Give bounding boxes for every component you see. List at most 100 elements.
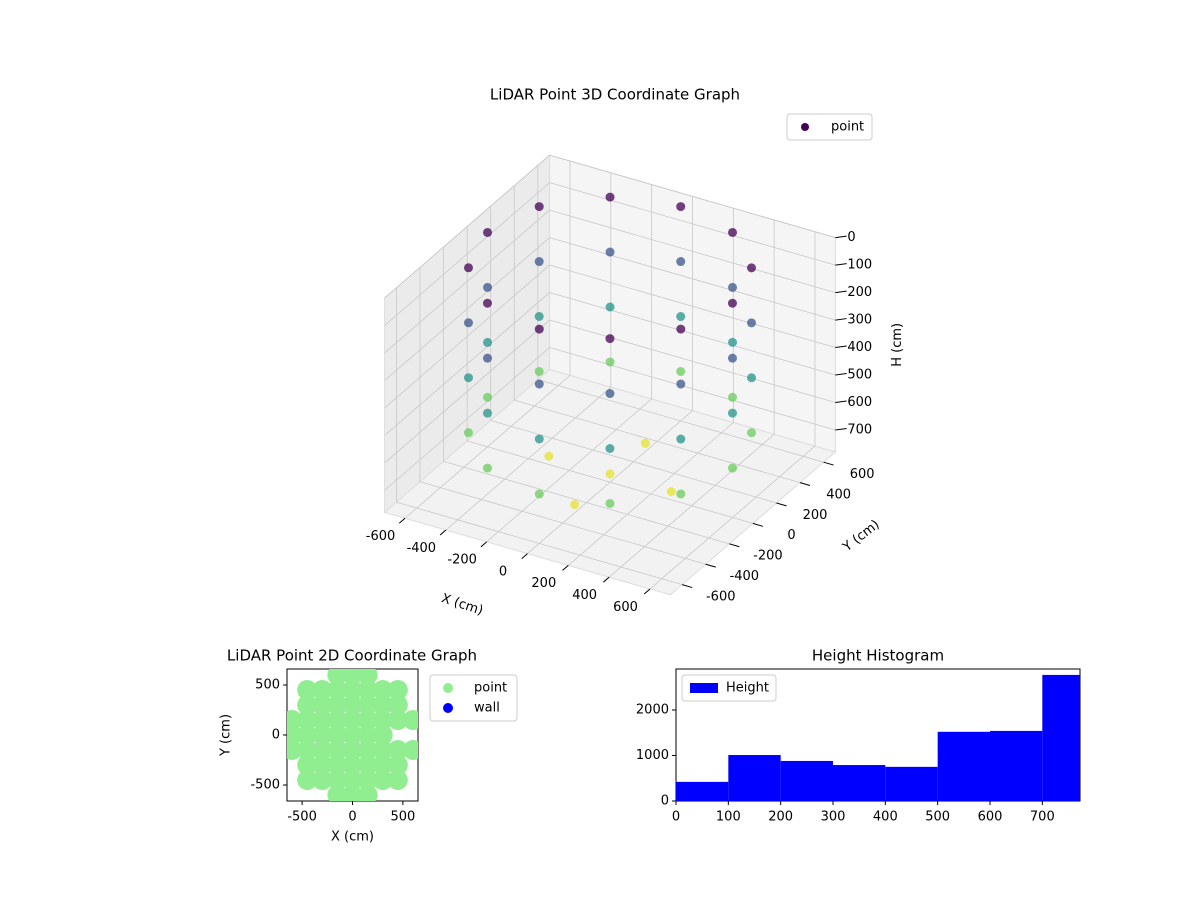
x-tick-label: 400 (873, 810, 898, 825)
point (605, 498, 615, 508)
y-tick (729, 543, 740, 548)
point (297, 725, 318, 745)
point (372, 695, 393, 715)
x-tick-label: 600 (978, 810, 1003, 825)
point (327, 755, 348, 775)
bar (780, 760, 833, 801)
grid-line (537, 379, 824, 463)
point (357, 725, 378, 745)
point (727, 298, 737, 308)
point (387, 770, 408, 790)
point (463, 428, 473, 438)
point (728, 282, 738, 292)
point (570, 500, 580, 510)
point (327, 680, 348, 700)
y-tick-label: 1000 (636, 748, 669, 763)
point (463, 318, 473, 328)
y-tick (799, 482, 811, 486)
point (327, 725, 348, 745)
bars (676, 674, 1080, 801)
point (387, 740, 408, 760)
grid-line (419, 481, 706, 565)
z-tick-label: 600 (847, 395, 872, 410)
grid-line (514, 399, 801, 483)
chart-title: LiDAR Point 3D Coordinate Graph (490, 86, 740, 104)
chart-3d: -600 -400 -200 0 200 400 600 -600 -400 -200 0 200 40… (366, 86, 905, 619)
z-tick (835, 263, 847, 266)
y-tick (682, 584, 693, 589)
bar (728, 755, 781, 801)
point (372, 710, 393, 730)
legend-frame (681, 674, 777, 702)
x-tick (439, 529, 447, 536)
y-tick (752, 522, 764, 527)
point (605, 302, 615, 312)
y-tick-label: 400 (826, 487, 851, 502)
point (387, 695, 408, 715)
x-tick-label: 600 (613, 600, 638, 615)
point (728, 392, 738, 402)
point (342, 785, 363, 801)
y-tick-label: 0 (272, 728, 280, 743)
point (483, 337, 493, 347)
z-tick (835, 427, 847, 431)
point (387, 755, 408, 775)
x-tick (521, 553, 528, 559)
z-tick (835, 290, 847, 294)
z-tick-label: 0 (847, 230, 855, 245)
legend-label: wall (474, 701, 500, 716)
point (357, 785, 378, 801)
legend-marker (443, 703, 453, 713)
point (312, 740, 333, 760)
grid-line (384, 319, 550, 464)
point (372, 680, 393, 700)
grid-line (384, 292, 550, 436)
x-tick-label: 0 (348, 810, 356, 825)
bar (676, 781, 729, 801)
z-tick-label: 700 (847, 422, 872, 437)
x-tick (603, 576, 610, 583)
y-tick-label: 600 (850, 467, 875, 482)
bar (937, 731, 990, 801)
point (727, 463, 737, 473)
z-tick (835, 318, 847, 321)
point (534, 311, 544, 321)
z-tick-label: 100 (847, 258, 872, 273)
z-tick (835, 400, 847, 404)
y-tick-label: 200 (803, 508, 828, 523)
point (342, 669, 363, 685)
grid-line (384, 209, 550, 354)
x-tick-label: -500 (287, 810, 317, 825)
grid-line (443, 460, 730, 545)
point (676, 324, 686, 334)
x-tick-label: -400 (407, 541, 437, 556)
point (483, 392, 493, 402)
point (605, 469, 615, 479)
point (605, 389, 615, 399)
x-tick-label: -200 (447, 553, 477, 568)
bar (1042, 674, 1080, 801)
y-tick-label: 0 (661, 794, 669, 809)
point (387, 710, 408, 730)
x-tick (398, 517, 406, 524)
point (605, 357, 615, 367)
point (676, 366, 686, 376)
point (297, 695, 318, 715)
point (357, 755, 378, 775)
point (605, 334, 615, 344)
y-tick-label: -500 (250, 778, 280, 793)
point (728, 227, 738, 237)
point (747, 373, 757, 383)
point (342, 710, 363, 730)
grid-line (490, 420, 777, 504)
y-tick-label: 0 (787, 528, 795, 543)
point (327, 770, 348, 790)
y-tick-label: 500 (255, 678, 280, 693)
grid-line (384, 182, 550, 326)
x-tick-label: 100 (716, 810, 741, 825)
point (357, 680, 378, 700)
point (402, 740, 418, 760)
point (534, 434, 544, 444)
point (287, 710, 303, 730)
